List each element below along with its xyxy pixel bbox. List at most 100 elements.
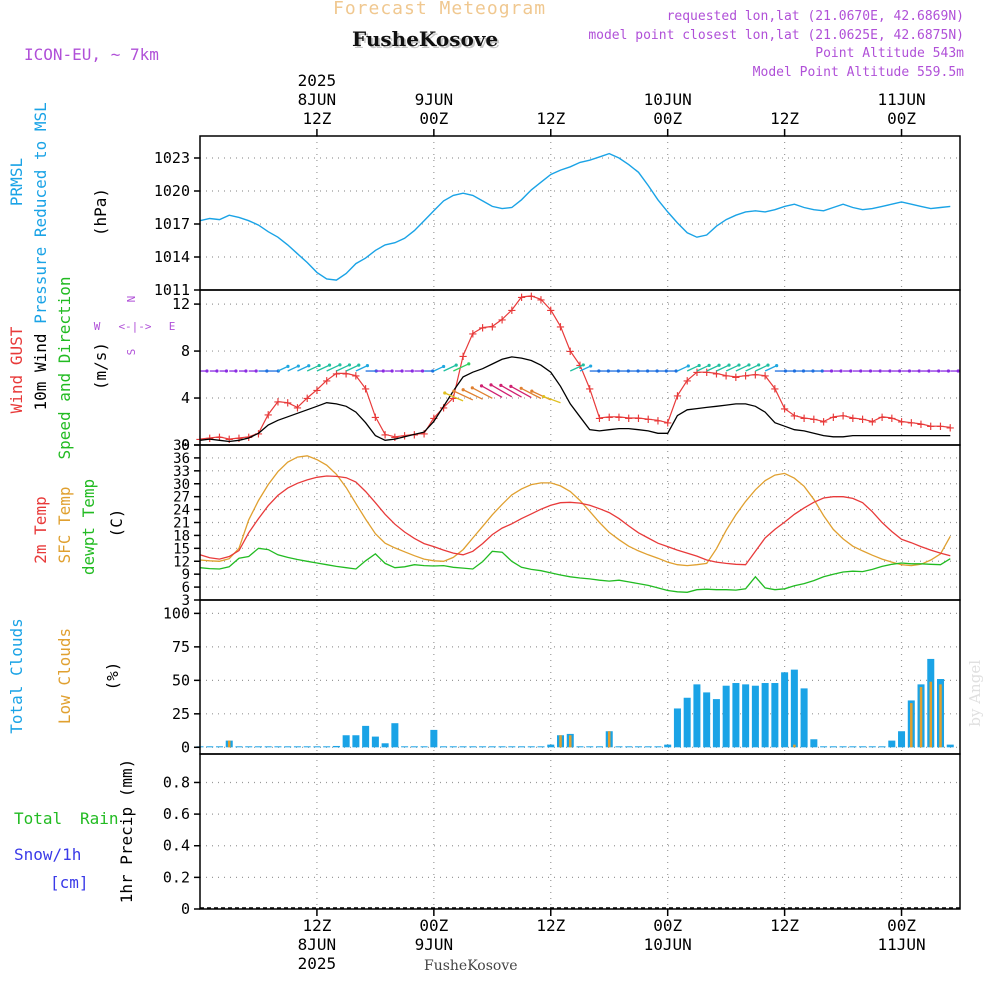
wind-arrow-head (727, 363, 731, 367)
total-cloud-bar (634, 746, 642, 748)
wind-arrow-head (338, 363, 342, 367)
gust-marker: + (634, 411, 642, 427)
wind-arrow-head (234, 369, 238, 373)
gust-marker: + (819, 415, 827, 431)
wind-direction-arrow (345, 364, 360, 372)
wind-arrow-head (365, 364, 370, 368)
gust-marker: + (946, 420, 954, 436)
precip-tick-label: 0.6 (163, 805, 190, 823)
total-cloud-bar (362, 725, 370, 748)
gust-marker: + (839, 409, 847, 425)
top-time-label: 00Z (419, 109, 448, 128)
gust-marker: + (712, 366, 720, 382)
legend-snow: Snow/1h (14, 845, 82, 864)
gust-marker: + (449, 391, 457, 407)
footer-location: FusheKosove (424, 958, 518, 974)
wind-arrow-head (898, 369, 902, 373)
total-cloud-bar (323, 746, 331, 748)
wind-arrow-head (655, 369, 659, 373)
pressure-tick-label: 1014 (154, 248, 190, 266)
wind-arrow-head (431, 369, 435, 373)
wind-arrow-head (381, 369, 385, 373)
wind-direction-arrow (543, 395, 561, 404)
gust-marker: + (888, 411, 896, 427)
precip-tick-label: 0 (181, 900, 190, 918)
gust-marker: + (391, 430, 399, 446)
temp-tick-label: 30 (173, 477, 190, 493)
temp-2m-line (199, 475, 951, 566)
wind-arrow-head (254, 369, 258, 373)
top-time-label: 00Z (653, 109, 682, 128)
gust-marker: + (313, 383, 321, 399)
wind-arrow-head (317, 363, 321, 368)
wind-label-gust: Wind GUST (7, 326, 26, 413)
wind-arrow-head (917, 369, 921, 373)
wind-arrow-head (697, 363, 701, 368)
total-cloud-bar (732, 683, 740, 748)
wind-arrow-head (956, 369, 960, 373)
gust-marker: + (488, 319, 496, 335)
total-cloud-bar (420, 746, 428, 748)
temp-tick-label: 21 (173, 516, 190, 532)
gust-marker: + (683, 373, 691, 389)
panel-frame (199, 753, 961, 910)
wind-direction-arrow (287, 365, 299, 372)
legend-rain: Rain (80, 809, 119, 828)
bottom-time-label: 11JUN (877, 935, 925, 954)
total-cloud-bar (459, 746, 467, 748)
gust-marker: + (897, 415, 905, 431)
total-cloud-bar (547, 744, 555, 748)
precip-tick-label: 0.2 (163, 868, 190, 886)
wind-arrow-head (907, 369, 912, 373)
wind-direction-arrow (500, 384, 522, 398)
gust-marker: + (527, 289, 535, 305)
wind-arrow-head (581, 363, 585, 367)
bottom-time-label: 00Z (887, 916, 916, 935)
wind-arrow-head (737, 363, 741, 367)
wind-arrow-head (937, 369, 941, 373)
wind-tick-label: 8 (181, 342, 190, 360)
gust-marker: + (332, 366, 340, 382)
wind-arrow-head (410, 369, 414, 373)
gust-marker: + (293, 400, 301, 416)
gust-marker: + (673, 389, 681, 405)
gridlines (200, 754, 960, 909)
compass-east: E (169, 320, 176, 333)
total-cloud-bar (391, 723, 399, 748)
total-cloud-bar (215, 746, 223, 748)
total-cloud-bar (430, 729, 438, 748)
wind-direction-arrow (696, 364, 710, 372)
gust-marker: + (605, 410, 613, 426)
low-cloud-bar (929, 681, 933, 748)
gust-marker: + (771, 382, 779, 398)
wind-tick-label: 12 (172, 295, 190, 313)
pressure-unit: (hPa) (91, 188, 110, 236)
pressure-tick-label: 1020 (154, 182, 190, 200)
bottom-time-label: 9JUN (415, 935, 454, 954)
wind-direction-arrow (716, 364, 730, 372)
gust-marker: + (537, 292, 545, 308)
total-cloud-bar (615, 746, 623, 748)
total-cloud-bar (771, 683, 779, 748)
model-name: ICON-EU, ~ 7km (24, 45, 159, 64)
wind-arrow-head (244, 369, 248, 373)
wind-arrow-head (509, 384, 513, 388)
wind-direction-arrow (336, 364, 350, 372)
wind-direction-arrow (433, 365, 444, 372)
wind-arrow-head (296, 364, 300, 368)
total-cloud-bar (712, 699, 720, 748)
total-cloud-bar (284, 746, 292, 748)
closest-coords: model point closest lon,lat (21.0625E, 4… (588, 28, 964, 43)
wind-arrow-head (205, 369, 209, 373)
total-cloud-bar (449, 746, 457, 748)
clouds-tick-label: 25 (172, 705, 190, 723)
total-cloud-bar (859, 746, 867, 748)
gust-marker: + (361, 382, 369, 398)
gust-marker: + (283, 396, 291, 412)
gust-marker: + (235, 431, 243, 447)
total-cloud-bar (644, 746, 652, 748)
requested-coords: requested lon,lat (21.0670E, 42.6869N) (666, 9, 964, 24)
wind-direction-arrow (444, 392, 464, 402)
wind-direction-arrow (443, 364, 457, 372)
